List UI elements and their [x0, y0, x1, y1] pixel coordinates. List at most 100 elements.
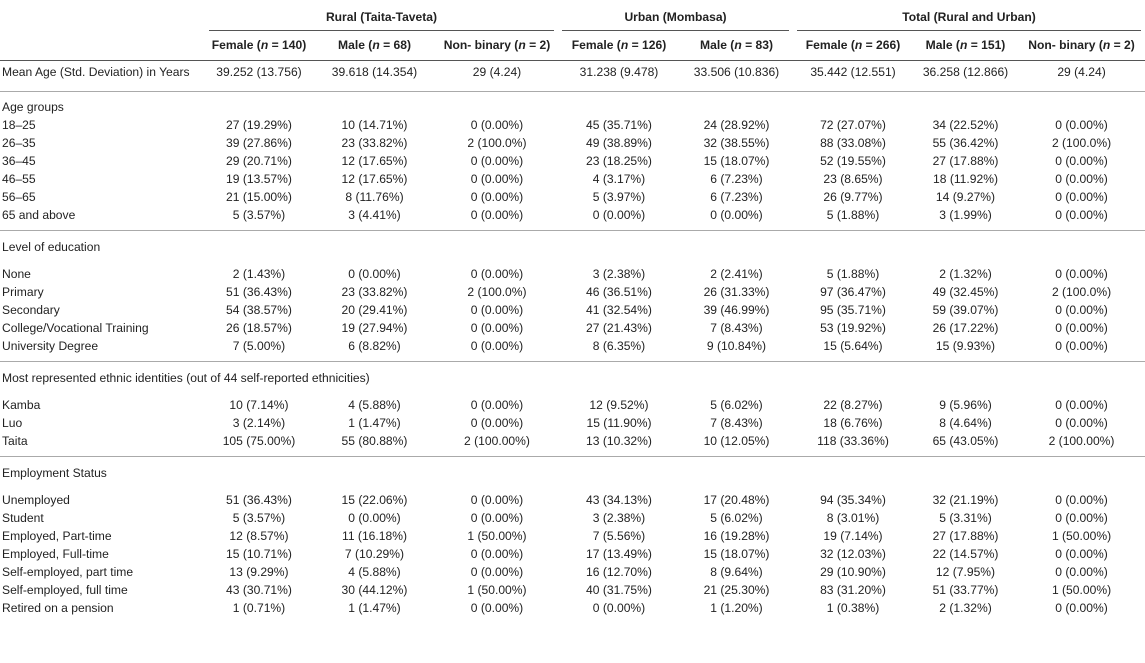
table-cell: 94 (35.34%): [820, 493, 886, 507]
row-label: None: [2, 267, 31, 281]
column-header: Female (n = 140): [205, 33, 313, 61]
table-row: Taita 105 (75.00%) 55 (80.88%) 2 (100.00%) 1…: [0, 432, 1145, 457]
table-row: Employed, Full-time 15 (10.71%) 7 (10.29%)…: [0, 545, 1145, 563]
table-cell: 5 (3.97%): [592, 190, 646, 204]
table-cell: 29 (4.24): [1018, 60, 1145, 92]
table-cell: 0 (0.00%): [710, 208, 763, 222]
table-cell: 24 (28.92%): [703, 118, 770, 132]
table-cell: 27 (21.43%): [586, 321, 652, 335]
table-cell: 95 (35.71%): [820, 303, 886, 317]
table-cell: 2 (100.0%): [467, 285, 527, 299]
table-cell: 0 (0.00%): [1055, 190, 1108, 204]
table-cell: 45 (35.71%): [586, 118, 652, 132]
table-cell: 10 (12.05%): [703, 434, 770, 448]
row-label: Primary: [2, 285, 44, 299]
table-cell: 1 (50.00%): [467, 529, 527, 543]
table-cell: 40 (31.75%): [586, 583, 652, 597]
column-header: Non- binary (n = 2): [436, 33, 558, 61]
table-cell: 18 (11.92%): [933, 172, 999, 186]
table-cell: 26 (9.77%): [823, 190, 883, 204]
table-cell: 0 (0.00%): [1055, 267, 1108, 281]
table-cell: 0 (0.00%): [1055, 416, 1108, 430]
table-cell: 1 (50.00%): [467, 583, 527, 597]
table-cell: 0 (0.00%): [1055, 339, 1108, 353]
table-cell: 12 (9.52%): [589, 398, 649, 412]
table-cell: 5 (3.57%): [232, 208, 286, 222]
section-title: Employment Status: [0, 456, 1145, 491]
table-cell: 23 (8.65%): [823, 172, 883, 186]
table-cell: 83 (31.20%): [820, 583, 886, 597]
table-cell: 0 (0.00%): [1055, 303, 1108, 317]
table-cell: 3 (4.41%): [348, 208, 401, 222]
section-header-row: Most represented ethnic identities (out …: [0, 361, 1145, 396]
table-cell: 72 (27.07%): [820, 118, 886, 132]
table-row: College/Vocational Training 26 (18.57%) 19…: [0, 319, 1145, 337]
table-cell: 15 (18.07%): [703, 154, 770, 168]
table-cell: 1 (0.71%): [232, 601, 286, 615]
table-cell: 3 (1.99%): [939, 208, 992, 222]
table-cell: 0 (0.00%): [1055, 321, 1108, 335]
table-cell: 65 (43.05%): [932, 434, 999, 448]
table-cell: 16 (19.28%): [703, 529, 770, 543]
table-cell: 30 (44.12%): [341, 583, 408, 597]
table-cell: 54 (38.57%): [226, 303, 292, 317]
table-cell: 0 (0.00%): [470, 565, 524, 579]
table-cell: 8 (9.64%): [710, 565, 763, 579]
table-cell: 43 (30.71%): [226, 583, 292, 597]
column-header: Female (n = 126): [558, 33, 680, 61]
row-label: College/Vocational Training: [2, 321, 149, 335]
table-cell: 17 (13.49%): [586, 547, 652, 561]
table-cell: 15 (9.93%): [935, 339, 996, 353]
row-label: Employed, Part-time: [2, 529, 112, 543]
table-cell: 12 (17.65%): [341, 172, 408, 186]
table-cell: 0 (0.00%): [470, 416, 524, 430]
section-header-row: Age groups: [0, 92, 1145, 117]
row-label: 46–55: [2, 172, 36, 186]
table-row: Employed, Part-time 12 (8.57%) 11 (16.18%)…: [0, 527, 1145, 545]
table-cell: 5 (3.57%): [232, 511, 286, 525]
row-label: Kamba: [2, 398, 41, 412]
table-cell: 49 (32.45%): [932, 285, 999, 299]
table-cell: 0 (0.00%): [1055, 154, 1108, 168]
table-cell: 88 (33.08%): [820, 136, 886, 150]
row-label: Self-employed, part time: [2, 565, 134, 579]
table-cell: 0 (0.00%): [1055, 208, 1108, 222]
table-body: Mean Age (Std. Deviation) in Years 39.25…: [0, 60, 1145, 624]
table-cell: 23 (33.82%): [341, 285, 408, 299]
table-cell: 29 (4.24): [436, 60, 558, 92]
table-cell: 0 (0.00%): [470, 267, 524, 281]
table-row: 65 and above 5 (3.57%) 3 (4.41%) 0 (0.00%) 0…: [0, 206, 1145, 231]
table-cell: 0 (0.00%): [470, 511, 524, 525]
table-cell: 3 (2.38%): [592, 511, 646, 525]
table-cell: 33.506 (10.836): [680, 60, 794, 92]
table-row: 18–25 27 (19.29%) 10 (14.71%) 0 (0.00%) 45 (…: [0, 116, 1145, 134]
row-label: Self-employed, full time: [2, 583, 128, 597]
table-cell: 0 (0.00%): [348, 267, 401, 281]
section-title: Age groups: [2, 100, 64, 114]
table-cell: 1 (1.20%): [710, 601, 763, 615]
table-row: Secondary 54 (38.57%) 20 (29.41%) 0 (0.00%)…: [0, 301, 1145, 319]
table-cell: 13 (9.29%): [229, 565, 289, 579]
column-header: Male (n = 83): [680, 33, 794, 61]
group-header-rural: Rural (Taita-Taveta): [205, 0, 558, 33]
column-header: Female (n = 266): [793, 33, 914, 61]
table-cell: 9 (5.96%): [939, 398, 992, 412]
table-row: Self-employed, part time 13 (9.29%) 4 (5.8…: [0, 563, 1145, 581]
table-cell: 2 (1.32%): [939, 267, 992, 281]
table-cell: 17 (20.48%): [703, 493, 770, 507]
table-cell: 4 (5.88%): [348, 398, 401, 412]
table-cell: 7 (8.43%): [710, 416, 763, 430]
table-row: Student 5 (3.57%) 0 (0.00%) 0 (0.00%) 3 (2.3…: [0, 509, 1145, 527]
table-cell: 0 (0.00%): [592, 208, 646, 222]
table-cell: 7 (8.43%): [710, 321, 763, 335]
table-cell: 5 (1.88%): [826, 208, 880, 222]
group-header-urban: Urban (Mombasa): [558, 0, 793, 33]
table-cell: 0 (0.00%): [470, 493, 524, 507]
table-cell: 39 (27.86%): [226, 136, 292, 150]
table-cell: 12 (8.57%): [229, 529, 289, 543]
group-header-total: Total (Rural and Urban): [793, 0, 1145, 33]
table-cell: 49 (38.89%): [586, 136, 652, 150]
table-row: 36–45 29 (20.71%) 12 (17.65%) 0 (0.00%) 23 (…: [0, 152, 1145, 170]
table-cell: 20 (29.41%): [341, 303, 408, 317]
table-cell: 97 (36.47%): [820, 285, 886, 299]
